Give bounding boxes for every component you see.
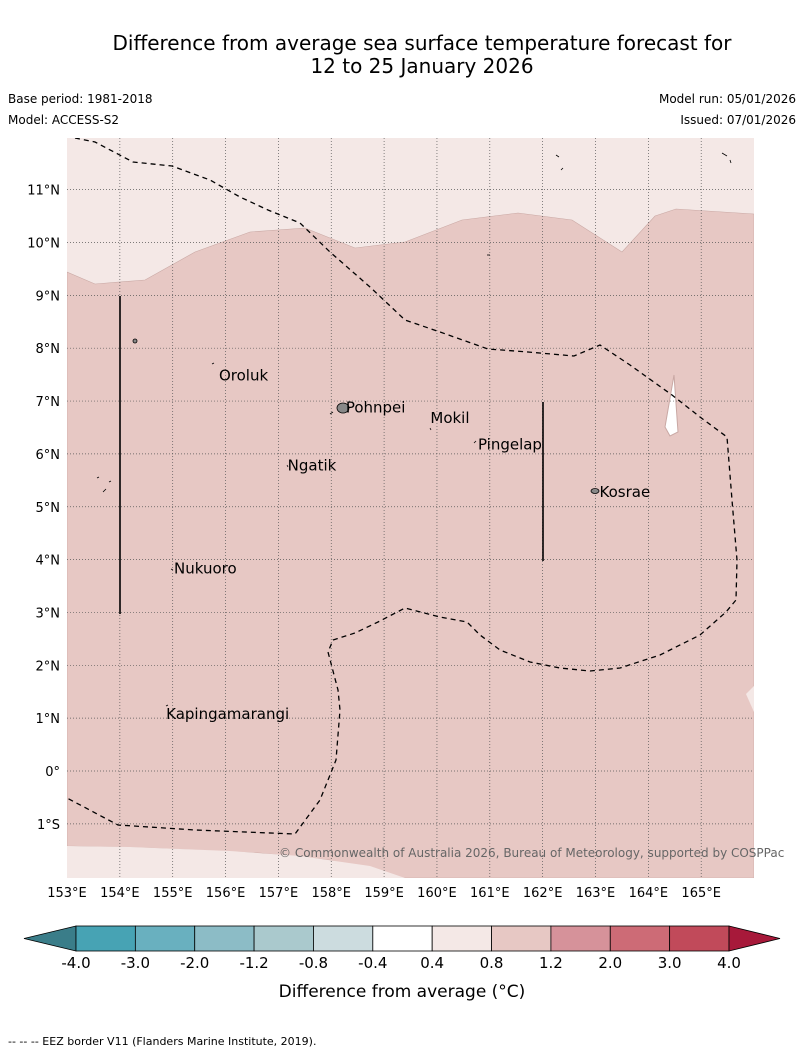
anomaly-region-0.4-0.8 [67,846,405,878]
colorbar-label: -4.0 [61,954,90,972]
lat-tick-label: 0° [45,765,60,780]
lon-tick-label: 162°E [523,886,563,901]
meridian-markers [119,296,544,614]
place-label: Nukuoro [174,560,237,578]
colorbar-label: -0.4 [358,954,387,972]
eez-borders [67,138,738,835]
colorbar-extend-low [23,925,77,952]
colorbar-label: 2.0 [598,954,622,972]
lat-tick-label: 7°N [36,395,61,410]
lat-tick-label: 3°N [36,606,61,621]
lat-tick-label: 9°N [36,289,61,304]
colorbar-title: Difference from average (°C) [279,982,526,1002]
colorbar-label: -1.2 [239,954,268,972]
colorbar-segment [134,925,196,952]
colorbar-segment [194,925,255,952]
island-pohnpei-reef [329,411,334,415]
place-label: Pohnpei [346,398,406,416]
axis-tick-labels: 153°E 154°E 155°E 156°E 157°E 158°E 159°E 160°E… [27,184,721,901]
colorbar-label: -0.8 [299,954,328,972]
graticule [67,138,754,878]
colorbar-label: 0.4 [420,954,444,972]
colorbar-label: 4.0 [717,954,741,972]
lat-tick-label: 11°N [27,184,60,199]
island-kosrae [590,488,600,494]
lon-tick-label: 155°E [153,886,193,901]
lon-tick-label: 163°E [576,886,616,901]
colorbar-extend-high [728,925,781,952]
colorbar-label: 1.2 [539,954,563,972]
place-label: Kapingamarangi [166,705,289,723]
model-run: Model run: 05/01/2026 [658,92,796,106]
base-period: Base period: 1981-2018 [8,92,153,106]
colorbar-segment [550,925,611,952]
lon-tick-label: 156°E [206,886,246,901]
anomaly-field [67,208,754,878]
place-label: Mokil [430,409,469,427]
islands [96,152,732,707]
island-atoll-north [555,154,564,171]
lat-tick-label: 4°N [36,554,61,569]
colorbar-segment [75,925,136,952]
colorbar: -4.0 -3.0 -2.0 -1.2 -0.8 -0.4 0.4 0.8 1.2 2.0 3.0 4… [23,925,781,972]
colorbar-segment [491,925,552,952]
colorbar-segment [253,925,314,952]
colorbar-label: -3.0 [121,954,150,972]
lon-tick-label: 154°E [100,886,140,901]
island-ngatik [286,464,289,468]
place-labels: Oroluk Pohnpei Mokil Pingelap Ngatik Kosrae Nu… [166,367,650,723]
eez-border-north [67,138,738,835]
eez-footnote: -- -- -- EEZ border V11 (Flanders Marine… [8,1035,317,1048]
title-line-1: Difference from average sea surface temp… [112,31,732,55]
lat-tick-label: 2°N [36,659,61,674]
lon-tick-label: 160°E [417,886,457,901]
lon-tick-label: 161°E [470,886,510,901]
place-label: Pingelap [478,435,542,453]
place-label: Kosrae [600,483,651,501]
colorbar-label: 3.0 [658,954,682,972]
lat-tick-label: 1°N [36,712,61,727]
map-title: Difference from average sea surface temp… [0,32,804,78]
island-west [132,338,138,344]
island-mokil [429,427,432,431]
lon-tick-label: 159°E [364,886,404,901]
colorbar-segment [313,925,374,952]
colorbar-segment [431,925,492,952]
lat-tick-label: 6°N [36,448,61,463]
lon-tick-label: 157°E [259,886,299,901]
lon-tick-label: 165°E [681,886,721,901]
lon-tick-label: 158°E [311,886,351,901]
lon-tick-label: 153°E [47,886,87,901]
colorbar-segment [609,925,671,952]
anomaly-patch-east [664,374,679,437]
model-name: Model: ACCESS-S2 [8,113,120,127]
island-kapingamarangi [165,704,169,707]
colorbar-segment [669,925,730,952]
lon-tick-label: 164°E [629,886,669,901]
place-label: Ngatik [288,456,337,474]
map-figure: Oroluk Pohnpei Mokil Pingelap Ngatik Kosrae Nu… [23,138,784,1002]
lat-tick-label: 5°N [36,501,61,516]
island-nukuoro [170,568,174,571]
issued-date: Issued: 07/01/2026 [680,113,796,127]
island-pingelap [473,440,477,444]
colorbar-segment [372,925,433,952]
island-pohnpei [336,402,350,414]
lat-tick-label: 10°N [27,237,60,252]
colorbar-label: -2.0 [180,954,209,972]
copyright-notice: © Commonwealth of Australia 2026, Bureau… [279,846,784,860]
island-oroluk [211,362,215,365]
title-line-2: 12 to 25 January 2026 [310,54,534,78]
island-atoll-northeast [721,152,732,164]
anomaly-patch-southeast [746,686,754,712]
island-atoll-west [96,476,112,493]
colorbar-label: 0.8 [480,954,504,972]
place-label: Oroluk [219,367,268,385]
lat-tick-label: 1°S [37,818,60,833]
lat-tick-label: 8°N [36,342,61,357]
anomaly-region-0.8-1.2 [67,208,754,878]
